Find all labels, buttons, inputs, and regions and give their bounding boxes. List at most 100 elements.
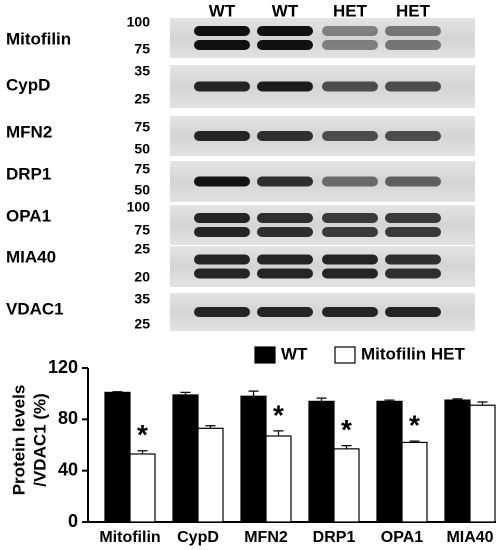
blot-strip (170, 18, 475, 58)
x-tick-label: DRP1 (313, 529, 356, 546)
mw-marker: 25 (134, 316, 150, 332)
legend-label: Mitofilin HET (361, 344, 465, 363)
blot-band (322, 131, 378, 141)
blot-label: MIA40 (6, 247, 56, 266)
blot-band (257, 26, 313, 36)
x-tick-label: CypD (177, 529, 219, 546)
bar (308, 400, 335, 523)
mw-marker: 35 (134, 291, 150, 307)
blot-band (385, 254, 441, 265)
bar (333, 448, 360, 523)
blot-label: DRP1 (6, 164, 51, 183)
blot-band (257, 40, 313, 50)
y-axis-label: /VDAC1 (%) (30, 393, 49, 487)
mw-marker: 100 (127, 14, 151, 30)
bar (197, 427, 224, 523)
error-bar (477, 401, 488, 406)
blot-band (194, 131, 250, 141)
significance-mark: * (341, 414, 352, 445)
x-tick-label: MFN2 (244, 529, 288, 546)
error-bar (112, 391, 123, 393)
mw-marker: 35 (134, 63, 150, 79)
blot-band (322, 26, 378, 36)
mw-marker: 75 (134, 119, 150, 135)
blot-band (194, 254, 250, 265)
blot-band (257, 268, 313, 279)
legend-swatch (254, 346, 276, 364)
blot-label: VDAC1 (6, 299, 64, 318)
bar (265, 435, 292, 523)
blot-band (385, 307, 441, 317)
blot-band (322, 81, 378, 92)
blot-band (194, 213, 250, 223)
significance-mark: * (273, 399, 284, 430)
blot-band (322, 227, 378, 237)
blot-band (385, 268, 441, 279)
blot-band (322, 40, 378, 50)
bar (376, 400, 403, 523)
error-bar (316, 397, 327, 402)
x-tick-label: MIA40 (446, 529, 493, 546)
blot-band (322, 307, 378, 317)
bar (172, 394, 199, 523)
blot-band (257, 176, 313, 187)
blot-band (322, 213, 378, 223)
bar (401, 441, 428, 523)
blot-label: MFN2 (6, 122, 52, 141)
blot-band (322, 254, 378, 265)
significance-mark: * (137, 419, 148, 450)
blot-band (194, 40, 250, 50)
error-bar (248, 390, 259, 397)
blot-strip (170, 246, 475, 287)
blot-band (385, 40, 441, 50)
mw-marker: 75 (134, 161, 150, 177)
blot-band (194, 81, 250, 92)
bar (240, 395, 267, 523)
blot-band (385, 213, 441, 223)
blot-band (322, 268, 378, 279)
blot-band (194, 26, 250, 36)
lane-label: HET (396, 1, 431, 20)
mw-marker: 75 (134, 222, 150, 238)
error-bar (409, 440, 420, 443)
error-bar (205, 425, 216, 429)
mw-marker: 25 (134, 241, 150, 257)
mw-marker: 100 (127, 199, 151, 215)
blot-band (322, 176, 378, 187)
legend-swatch (334, 346, 356, 364)
blot-label: CypD (6, 75, 50, 94)
error-bar (452, 398, 463, 401)
y-axis-label: Protein levels (9, 385, 28, 496)
error-bar (180, 391, 191, 395)
lane-label: HET (333, 1, 368, 20)
blot-band (257, 131, 313, 141)
x-tick-label: OPA1 (381, 529, 423, 546)
lane-label: WT (272, 1, 299, 20)
mw-marker: 25 (134, 91, 150, 107)
y-tick-label: 80 (58, 408, 78, 428)
blot-band (385, 176, 441, 187)
mw-marker: 20 (134, 269, 150, 285)
legend-label: WT (281, 344, 308, 363)
error-bar (273, 430, 284, 437)
blot-band (257, 213, 313, 223)
blot-strip (170, 205, 475, 245)
y-tick-label: 120 (48, 357, 78, 377)
blot-band (385, 81, 441, 92)
bar (129, 453, 156, 523)
mw-marker: 75 (134, 41, 150, 57)
blot-band (257, 307, 313, 317)
lane-label: WT (209, 1, 236, 20)
mw-marker: 50 (134, 182, 150, 198)
blot-band (194, 307, 250, 317)
bar (444, 399, 471, 523)
blot-band (385, 227, 441, 237)
significance-mark: * (409, 410, 420, 441)
y-tick-label: 40 (58, 459, 78, 479)
blot-band (257, 81, 313, 92)
y-tick-label: 0 (68, 511, 78, 531)
blot-band (194, 176, 250, 187)
error-bar (137, 450, 148, 454)
blot-band (385, 131, 441, 141)
